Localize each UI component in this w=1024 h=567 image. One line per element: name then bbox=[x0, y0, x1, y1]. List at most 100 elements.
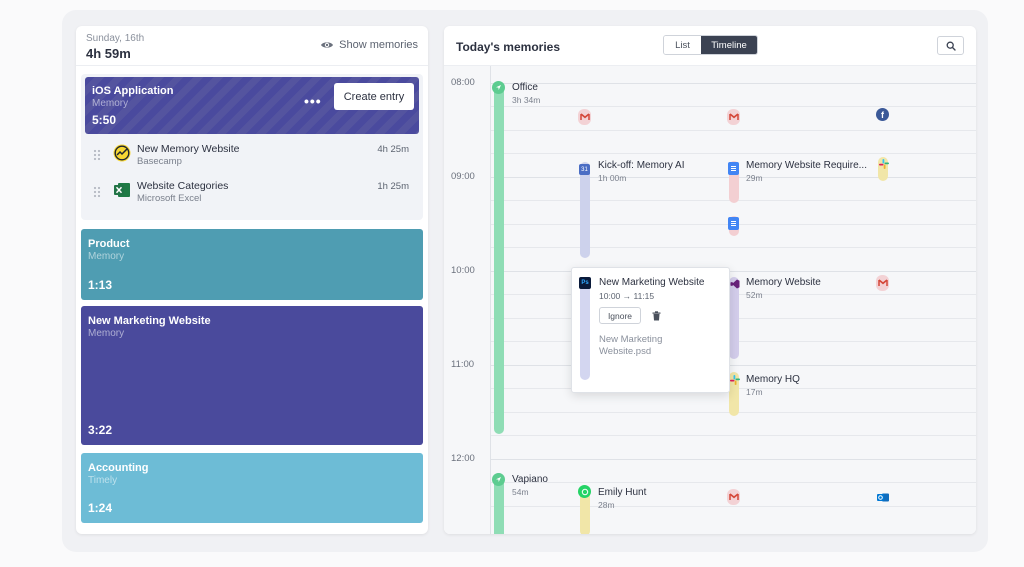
event-duration: 1h 00m bbox=[598, 173, 627, 183]
gridline bbox=[490, 153, 976, 154]
activity-app: Microsoft Excel bbox=[137, 193, 202, 204]
day-header: Sunday, 16th 4h 59m Show memories bbox=[76, 26, 428, 66]
event-title: Memory HQ bbox=[746, 374, 800, 385]
timeline: 08:00 09:00 10:00 11:00 12:00 Office 3h … bbox=[444, 66, 976, 534]
active-entry-group: iOS Application Memory 5:50 ••• Create e… bbox=[81, 74, 423, 220]
activity-row[interactable]: Website Categories Microsoft Excel 1h 25… bbox=[85, 175, 419, 209]
gmail-icon[interactable] bbox=[727, 109, 740, 125]
facebook-icon[interactable]: f bbox=[876, 108, 889, 121]
activity-name: New Memory Website bbox=[137, 143, 240, 155]
day-sidebar: Sunday, 16th 4h 59m Show memories iOS Ap… bbox=[76, 26, 428, 534]
hour-label: 10:00 bbox=[451, 265, 475, 276]
whatsapp-icon bbox=[578, 485, 591, 498]
popover-file: New Marketing Website.psd bbox=[599, 334, 663, 357]
event-duration: 28m bbox=[598, 500, 615, 510]
gridline bbox=[490, 130, 976, 131]
event-duration: 29m bbox=[746, 173, 763, 183]
list-view-button[interactable]: List bbox=[664, 36, 701, 54]
entry-time: 5:50 bbox=[92, 113, 117, 127]
activity-name: Website Categories bbox=[137, 180, 229, 192]
visual-studio-icon bbox=[728, 277, 741, 290]
google-docs-icon bbox=[728, 217, 739, 230]
gridline bbox=[490, 482, 976, 483]
entry-title: iOS Application bbox=[92, 85, 174, 97]
memory-card[interactable]: Product Memory 1:13 bbox=[81, 229, 423, 300]
gridline bbox=[490, 247, 976, 248]
memory-time: 3:22 bbox=[88, 423, 113, 437]
drag-handle-icon[interactable] bbox=[93, 149, 101, 161]
memory-subtitle: Memory bbox=[88, 328, 125, 339]
active-entry-card[interactable]: iOS Application Memory 5:50 ••• Create e… bbox=[85, 77, 419, 134]
eye-icon bbox=[321, 42, 334, 48]
activity-duration: 4h 25m bbox=[377, 144, 409, 155]
event-duration: 17m bbox=[746, 387, 763, 397]
time-axis bbox=[490, 66, 491, 534]
gmail-icon[interactable] bbox=[578, 109, 591, 125]
hour-label: 12:00 bbox=[451, 453, 475, 464]
gmail-icon[interactable] bbox=[876, 275, 889, 291]
location-track[interactable] bbox=[494, 82, 504, 434]
gmail-icon[interactable] bbox=[727, 489, 740, 505]
memory-subtitle: Memory bbox=[88, 251, 125, 262]
gridline bbox=[490, 435, 976, 436]
hour-gridline bbox=[490, 271, 976, 272]
photoshop-track bbox=[580, 278, 590, 380]
view-toggle: List Timeline bbox=[663, 35, 758, 55]
ignore-button[interactable]: Ignore bbox=[599, 307, 641, 324]
hour-gridline bbox=[490, 365, 976, 366]
event-duration: 3h 34m bbox=[512, 95, 541, 105]
event-title: Office bbox=[512, 82, 538, 93]
slack-track[interactable] bbox=[878, 157, 888, 181]
memory-subtitle: Timely bbox=[88, 475, 118, 486]
outlook-icon[interactable] bbox=[876, 491, 889, 504]
basecamp-icon bbox=[113, 144, 131, 162]
hour-label: 11:00 bbox=[451, 359, 475, 370]
event-title: Kick-off: Memory AI bbox=[598, 160, 685, 171]
memory-time: 1:24 bbox=[88, 501, 113, 515]
location-track[interactable] bbox=[494, 473, 504, 534]
google-docs-icon bbox=[728, 162, 739, 175]
activity-app: Basecamp bbox=[137, 156, 182, 167]
memory-title: Accounting bbox=[88, 462, 149, 474]
trash-icon[interactable] bbox=[652, 311, 661, 321]
photoshop-icon: Ps bbox=[579, 277, 591, 289]
visual-studio-track[interactable] bbox=[729, 277, 739, 359]
slack-icon bbox=[877, 157, 890, 170]
slack-track[interactable] bbox=[729, 372, 739, 416]
activity-row[interactable]: New Memory Website Basecamp 4h 25m bbox=[85, 138, 419, 172]
show-memories-button[interactable]: Show memories bbox=[320, 39, 418, 51]
create-entry-button[interactable]: Create entry bbox=[334, 83, 414, 110]
memory-title: New Marketing Website bbox=[88, 315, 211, 327]
event-duration: 54m bbox=[512, 487, 529, 497]
event-title: Memory Website bbox=[746, 277, 821, 288]
docs-track[interactable] bbox=[729, 161, 739, 203]
memory-title: Product bbox=[88, 238, 130, 250]
drag-handle-icon[interactable] bbox=[93, 186, 101, 198]
popover-time: 10:00 → 11:15 bbox=[599, 291, 655, 301]
gridline bbox=[490, 106, 976, 107]
hour-gridline bbox=[490, 459, 976, 460]
location-icon bbox=[492, 473, 505, 486]
whatsapp-track[interactable] bbox=[580, 486, 590, 534]
event-title: Vapiano bbox=[512, 474, 548, 485]
hour-label: 09:00 bbox=[451, 171, 475, 182]
calendar-track[interactable] bbox=[580, 162, 590, 258]
memories-header: Today's memories List Timeline bbox=[444, 26, 976, 66]
activity-duration: 1h 25m bbox=[377, 181, 409, 192]
search-button[interactable] bbox=[937, 36, 964, 55]
timeline-view-button[interactable]: Timeline bbox=[701, 36, 757, 54]
memory-card[interactable]: Accounting Timely 1:24 bbox=[81, 453, 423, 523]
event-duration: 52m bbox=[746, 290, 763, 300]
memories-panel: Today's memories List Timeline bbox=[444, 26, 976, 534]
gridline bbox=[490, 506, 976, 507]
popover-title: New Marketing Website bbox=[599, 277, 705, 288]
memory-time: 1:13 bbox=[88, 278, 113, 292]
entry-popover: Ps New Marketing Website 10:00 → 11:15 I… bbox=[571, 267, 730, 393]
slack-icon bbox=[728, 373, 741, 386]
day-total: 4h 59m bbox=[86, 46, 131, 61]
memory-card[interactable]: New Marketing Website Memory 3:22 bbox=[81, 306, 423, 445]
more-options-button[interactable]: ••• bbox=[304, 93, 322, 109]
show-memories-label: Show memories bbox=[339, 39, 418, 51]
entry-subtitle: Memory bbox=[92, 98, 129, 109]
search-icon bbox=[946, 41, 956, 51]
